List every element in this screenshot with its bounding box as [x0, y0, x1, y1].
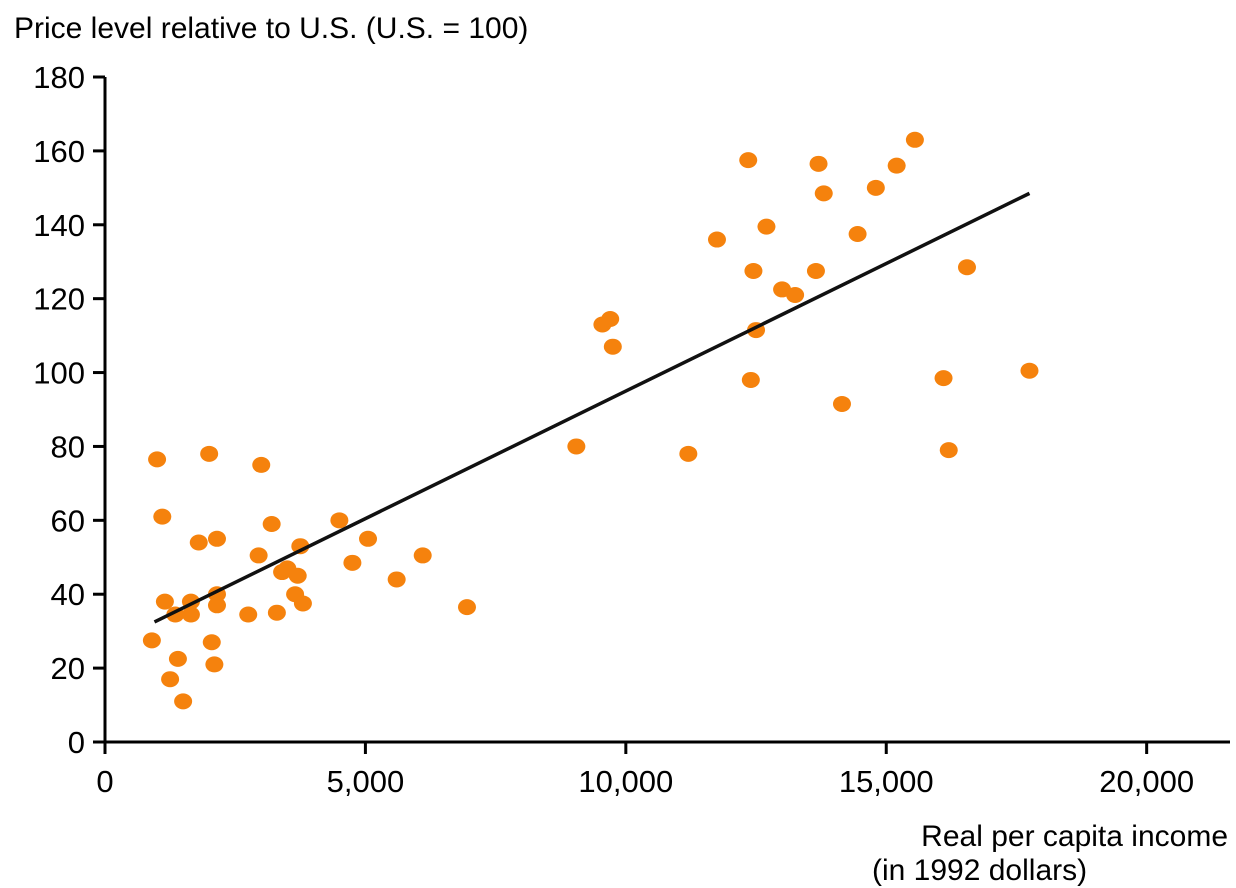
x-axis-title-line-1: Real per capita income: [921, 820, 1228, 853]
data-point: [679, 445, 698, 462]
data-point: [413, 547, 432, 564]
ticks: 0 20 40 60 80 100 120 140 160 180 0 5,000 10,000 15,0…: [33, 60, 1194, 799]
data-point: [343, 554, 362, 571]
data-point: [359, 530, 378, 547]
data-point: [205, 656, 224, 673]
x-tick-label: 20,000: [1099, 764, 1194, 799]
data-point: [207, 530, 226, 547]
data-point: [252, 456, 271, 473]
x-tick-label: 5,000: [327, 764, 405, 799]
data-point: [207, 597, 226, 614]
data-point: [939, 442, 958, 459]
x-axis-title-line-2: (in 1992 dollars): [872, 854, 1087, 887]
x-tick-label: 0: [96, 764, 113, 799]
data-point: [848, 226, 867, 243]
data-point: [174, 693, 193, 710]
y-tick-label: 140: [33, 208, 85, 243]
data-point: [239, 606, 258, 623]
data-point: [181, 606, 200, 623]
y-tick-label: 180: [33, 60, 85, 95]
data-point: [148, 451, 167, 468]
y-tick-label: 80: [51, 429, 85, 464]
data-point: [786, 286, 805, 303]
data-point: [262, 516, 281, 533]
data-point: [832, 395, 851, 412]
data-point: [957, 259, 976, 276]
data-point: [603, 338, 622, 355]
data-point: [757, 218, 776, 235]
data-point: [809, 155, 828, 172]
data-point: [267, 604, 286, 621]
y-tick-label: 120: [33, 282, 85, 317]
data-point: [142, 632, 161, 649]
y-axis-title: Price level relative to U.S. (U.S. = 100…: [14, 12, 528, 45]
data-point: [567, 438, 586, 455]
data-point: [744, 262, 763, 279]
data-point: [288, 567, 307, 584]
data-points: [142, 131, 1039, 710]
data-point: [155, 593, 174, 610]
data-point: [934, 370, 953, 387]
x-tick-label: 15,000: [839, 764, 934, 799]
data-point: [814, 185, 833, 202]
data-point: [806, 262, 825, 279]
y-tick-label: 40: [51, 577, 85, 612]
y-tick-label: 0: [68, 725, 85, 760]
data-point: [161, 671, 180, 688]
y-tick-label: 20: [51, 651, 85, 686]
data-point: [739, 152, 758, 169]
data-point: [330, 512, 349, 529]
data-point: [1020, 362, 1039, 379]
trend-line: [153, 191, 1031, 624]
data-point: [905, 131, 924, 148]
data-point: [707, 231, 726, 248]
y-tick-label: 100: [33, 356, 85, 391]
data-point: [866, 179, 885, 196]
data-point: [457, 599, 476, 616]
data-point: [153, 508, 172, 525]
data-point: [293, 595, 312, 612]
data-point: [601, 310, 620, 327]
data-point: [387, 571, 406, 588]
data-point: [189, 534, 208, 551]
data-point: [168, 650, 187, 667]
axes: [103, 77, 1230, 744]
data-point: [249, 547, 268, 564]
data-point: [741, 371, 760, 388]
y-tick-label: 160: [33, 134, 85, 169]
data-point: [202, 634, 221, 651]
y-tick-label: 60: [51, 503, 85, 538]
data-point: [200, 445, 219, 462]
x-tick-label: 10,000: [578, 764, 673, 799]
data-point: [887, 157, 906, 174]
